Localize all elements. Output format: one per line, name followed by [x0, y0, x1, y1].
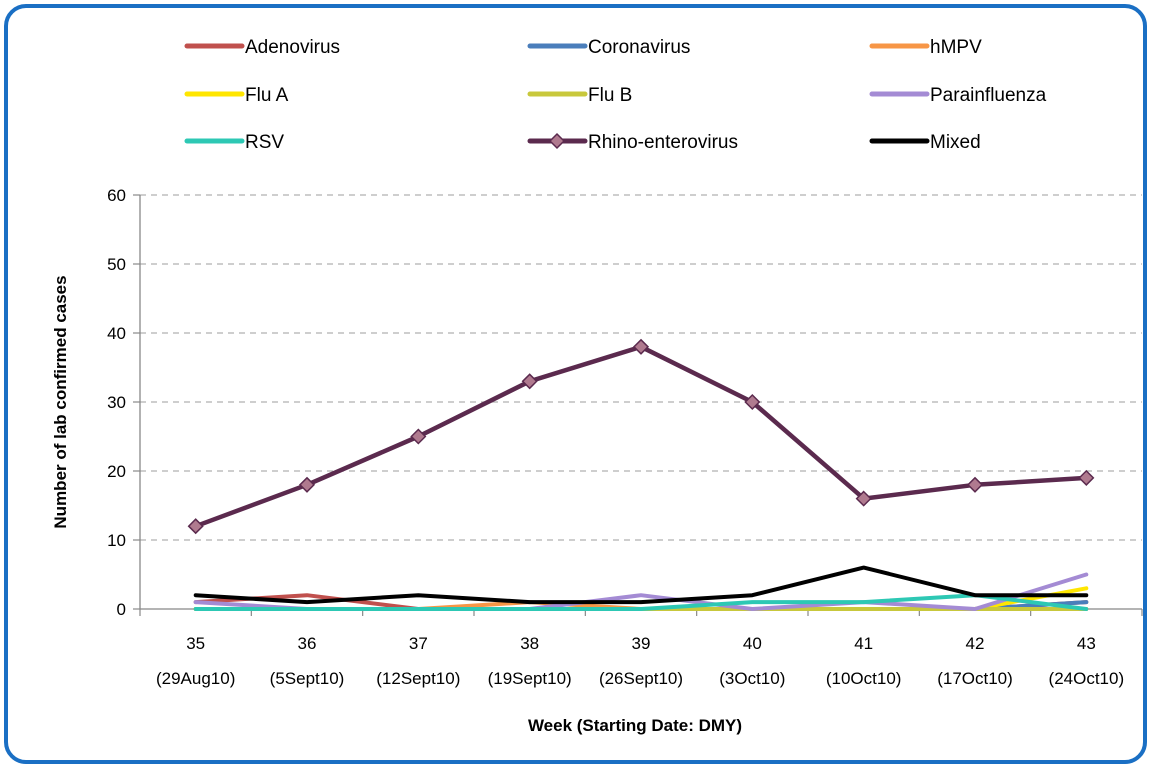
legend-marker	[548, 132, 566, 150]
y-tick-label: 0	[117, 600, 126, 619]
legend-label: Adenovirus	[245, 37, 340, 58]
x-tick-label-date: (3Oct10)	[719, 669, 785, 688]
gridlines	[133, 194, 1142, 610]
legend-label: Parainfluenza	[930, 85, 1047, 106]
legend: Adenovirus Coronavirus hMPV Flu A Flu B Parai…	[184, 37, 1047, 153]
x-tick-label-date: (26Sept10)	[599, 669, 683, 688]
y-tick-label: 30	[107, 393, 126, 412]
x-tick-label-date: (17Oct10)	[937, 669, 1013, 688]
legend-item-parainfluenza: Parainfluenza	[869, 85, 1047, 106]
legend-label: RSV	[245, 132, 284, 153]
x-tick-label-week: 42	[966, 634, 985, 653]
x-tick-label-date: (19Sept10)	[488, 669, 572, 688]
data-point-rhino-enterovirus	[298, 476, 316, 493]
x-tick-labels: 35 (29Aug10) 36 (5Sept10) 37 (12Sept10) 38 (19S…	[156, 634, 1124, 688]
data-point-rhino-enterovirus	[187, 518, 204, 535]
data-point-rhino-enterovirus	[410, 428, 427, 445]
legend-item-rsv: RSV	[184, 132, 284, 153]
x-tick-label-week: 37	[409, 634, 428, 653]
legend-item-hmpv: hMPV	[869, 37, 982, 58]
x-tick-label-week: 43	[1077, 634, 1096, 653]
data-point-rhino-enterovirus	[521, 373, 538, 390]
data-point-rhino-enterovirus	[632, 338, 650, 355]
legend-item-flu-a: Flu A	[184, 85, 289, 106]
x-tick-label-week: 35	[186, 634, 205, 653]
y-tick-label: 10	[107, 531, 126, 550]
x-tick-label-date: (12Sept10)	[376, 669, 460, 688]
data-point-rhino-enterovirus	[744, 393, 761, 411]
legend-item-mixed: Mixed	[869, 132, 981, 153]
x-tick-label-week: 40	[743, 634, 762, 653]
y-tick-label: 60	[107, 186, 126, 205]
legend-label: Rhino-enterovirus	[588, 132, 738, 153]
series-line-rsv	[193, 593, 1089, 611]
y-axis-title: Number of lab confirmed cases	[51, 275, 70, 528]
y-tick-label: 40	[107, 324, 126, 343]
x-tick-label-week: 39	[632, 634, 651, 653]
axes	[139, 195, 1143, 616]
y-tick-label: 50	[107, 255, 126, 274]
legend-item-rhino-enterovirus: Rhino-enterovirus	[527, 132, 738, 153]
x-tick-label-week: 41	[854, 634, 873, 653]
legend-label: Coronavirus	[588, 37, 690, 58]
data-point-rhino-enterovirus	[966, 476, 984, 493]
x-tick-label-date: (5Sept10)	[270, 669, 345, 688]
series-line-mixed	[193, 565, 1089, 605]
x-tick-label-date: (24Oct10)	[1049, 669, 1125, 688]
legend-label: Flu B	[588, 85, 632, 106]
legend-item-adenovirus: Adenovirus	[184, 37, 340, 58]
y-tick-label: 20	[107, 462, 126, 481]
series-lines	[187, 338, 1095, 611]
x-tick-label-week: 38	[520, 634, 539, 653]
legend-item-coronavirus: Coronavirus	[527, 37, 690, 58]
legend-label: Flu A	[245, 85, 289, 106]
x-tick-label-date: (29Aug10)	[156, 669, 235, 688]
chart-frame	[4, 4, 1147, 764]
legend-item-flu-b: Flu B	[527, 85, 632, 106]
legend-label: hMPV	[930, 37, 982, 58]
data-point-rhino-enterovirus	[1078, 469, 1095, 486]
legend-label: Mixed	[930, 132, 981, 153]
x-tick-label-week: 36	[298, 634, 317, 653]
y-tick-labels: 0 10 20 30 40 50 60	[107, 186, 126, 619]
series-line-rhino-enterovirus	[193, 344, 1089, 529]
x-tick-label-date: (10Oct10)	[826, 669, 902, 688]
x-axis-title: Week (Starting Date: DMY)	[528, 716, 742, 735]
data-point-rhino-enterovirus	[855, 490, 872, 507]
